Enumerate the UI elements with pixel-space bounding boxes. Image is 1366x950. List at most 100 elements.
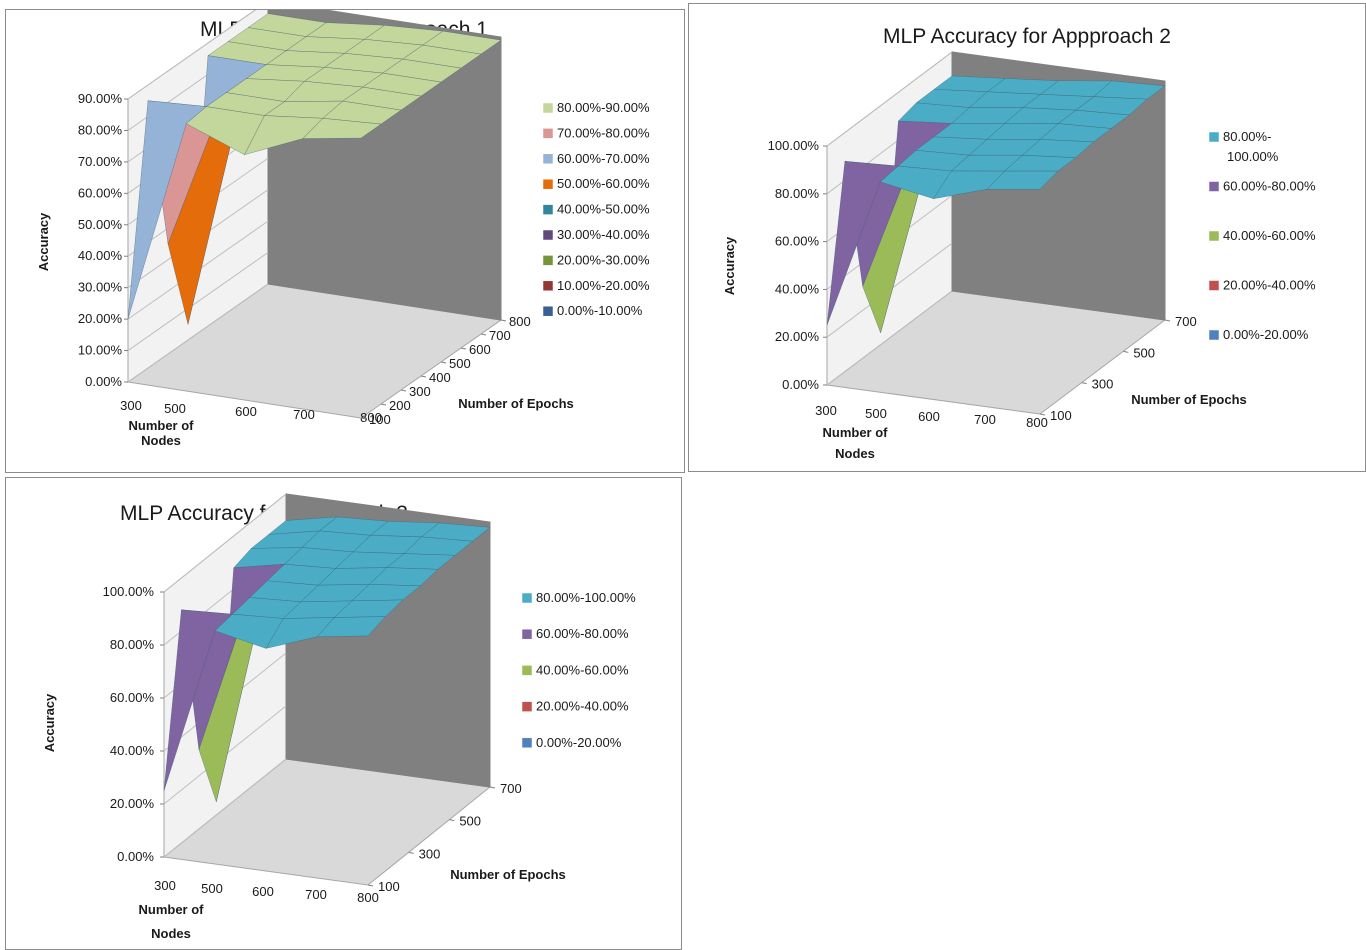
legend-label: 60.00%-80.00%	[536, 626, 629, 641]
legend-label: 80.00%-90.00%	[557, 100, 650, 115]
z-axis-title: Accuracy	[722, 236, 737, 295]
legend-label: 100.00%	[1227, 149, 1279, 164]
y-tick-mark	[1039, 413, 1046, 416]
legend-label: 70.00%-80.00%	[557, 125, 650, 140]
x-tick-label: 600	[235, 404, 257, 419]
legend-label: 0.00%-20.00%	[536, 735, 622, 750]
legend-label: 80.00%-	[1223, 129, 1271, 144]
legend-label: 80.00%-100.00%	[536, 590, 636, 605]
legend-swatch	[521, 737, 533, 749]
z-tick-label: 70.00%	[78, 154, 123, 169]
x-axis-title-line-1: Number of	[823, 425, 889, 440]
x-axis-title-line-2: Nodes	[835, 446, 875, 461]
z-tick-label: 30.00%	[78, 280, 123, 295]
y-tick-label: 100	[1050, 408, 1072, 423]
z-tick-label: 50.00%	[78, 217, 123, 232]
y-tick-label: 700	[500, 781, 522, 796]
legend-swatch	[542, 178, 554, 190]
surface-patch	[316, 616, 386, 638]
chart-panel-approach-1: MLP Accuracy for Appproach 10.00%10.00%2…	[5, 9, 685, 473]
legend-swatch	[542, 102, 554, 114]
legend-swatch	[1208, 230, 1220, 242]
x-tick-label: 500	[201, 881, 223, 896]
y-tick-mark	[1164, 319, 1171, 322]
z-tick-label: 80.00%	[110, 637, 155, 652]
legend-label: 20.00%-40.00%	[1223, 278, 1316, 293]
legend-swatch	[542, 128, 554, 139]
legend-swatch	[542, 305, 554, 317]
legend-label: 20.00%-40.00%	[536, 699, 629, 714]
y-tick-label: 300	[419, 846, 441, 861]
x-tick-label: 500	[865, 406, 887, 421]
legend-label: 60.00%-70.00%	[557, 151, 650, 166]
legend-swatch	[542, 204, 554, 215]
x-tick-label: 800	[357, 890, 379, 905]
x-axis-title-line-2: Nodes	[141, 433, 181, 448]
x-axis-title-line-2: Nodes	[151, 926, 191, 941]
z-tick-label: 100.00%	[768, 138, 820, 153]
y-tick-label: 100	[369, 412, 391, 427]
y-tick-label: 300	[1092, 377, 1114, 392]
y-tick-label: 300	[409, 384, 431, 399]
z-axis-title: Accuracy	[42, 693, 57, 752]
legend-swatch	[542, 280, 554, 292]
z-tick-label: 100.00%	[103, 584, 155, 599]
legend-label: 50.00%-60.00%	[557, 176, 650, 191]
y-tick-mark	[380, 403, 387, 406]
legend-label: 10.00%-20.00%	[557, 278, 650, 293]
legend-label: 40.00%-50.00%	[557, 202, 650, 217]
legend-label: 40.00%-60.00%	[1223, 228, 1316, 243]
z-tick-label: 40.00%	[775, 281, 820, 296]
z-tick-label: 10.00%	[78, 343, 123, 358]
y-tick-label: 100	[378, 879, 400, 894]
y-tick-mark	[1123, 350, 1129, 353]
y-tick-label: 700	[1175, 314, 1197, 329]
legend-label: 30.00%-40.00%	[557, 227, 650, 242]
y-tick-label: 500	[459, 814, 481, 829]
x-axis-title-line-1: Number of	[139, 902, 205, 917]
y-tick-mark	[408, 851, 414, 854]
legend-label: 40.00%-60.00%	[536, 662, 629, 677]
legend-label: 0.00%-10.00%	[557, 303, 643, 318]
legend-swatch	[542, 255, 554, 266]
z-gridline	[127, 252, 269, 351]
x-tick-label: 700	[293, 407, 315, 422]
z-gridline	[826, 290, 953, 386]
z-tick-label: 0.00%	[782, 377, 819, 392]
z-tick-label: 90.00%	[78, 91, 123, 106]
surface-chart-approach-1: MLP Accuracy for Appproach 10.00%10.00%2…	[36, 10, 650, 448]
z-tick-label: 40.00%	[110, 743, 155, 758]
z-tick-label: 60.00%	[78, 185, 123, 200]
legend-swatch	[521, 628, 533, 640]
legend-swatch	[1208, 181, 1220, 192]
z-axis-title: Accuracy	[36, 212, 51, 271]
legend-label: 20.00%-30.00%	[557, 252, 650, 267]
legend-swatch	[1208, 131, 1220, 143]
z-tick-label: 20.00%	[78, 311, 123, 326]
z-gridline	[127, 283, 269, 383]
x-tick-label: 600	[918, 409, 940, 424]
y-axis-title: Number of Epochs	[458, 396, 574, 411]
z-gridline	[127, 10, 257, 100]
legend-swatch	[542, 229, 554, 241]
z-tick-label: 80.00%	[78, 122, 123, 137]
y-tick-label: 700	[489, 328, 511, 343]
z-tick-label: 0.00%	[85, 374, 122, 389]
chart-title: MLP Accuracy for Appproach 2	[883, 25, 1171, 48]
legend-label: 0.00%-20.00%	[1223, 327, 1309, 342]
z-tick-label: 0.00%	[117, 849, 154, 864]
x-tick-label: 300	[154, 878, 176, 893]
y-axis-title: Number of Epochs	[450, 867, 566, 882]
chart-panel-approach-3: MLP Accuracy for Appproach 30.00%20.00%4…	[5, 477, 682, 950]
y-tick-mark	[367, 884, 374, 887]
y-tick-mark	[489, 786, 496, 789]
y-tick-label: 500	[1133, 345, 1155, 360]
x-tick-label: 500	[164, 401, 186, 416]
x-tick-label: 300	[815, 403, 837, 418]
y-axis-title: Number of Epochs	[1131, 392, 1247, 407]
surface-patch	[302, 118, 382, 139]
z-gridline	[163, 758, 287, 858]
chart-panel-approach-2: MLP Accuracy for Appproach 2 0.00% 20.00% 4…	[688, 3, 1366, 472]
x-tick-label: 600	[252, 884, 274, 899]
legend-swatch	[521, 665, 533, 676]
